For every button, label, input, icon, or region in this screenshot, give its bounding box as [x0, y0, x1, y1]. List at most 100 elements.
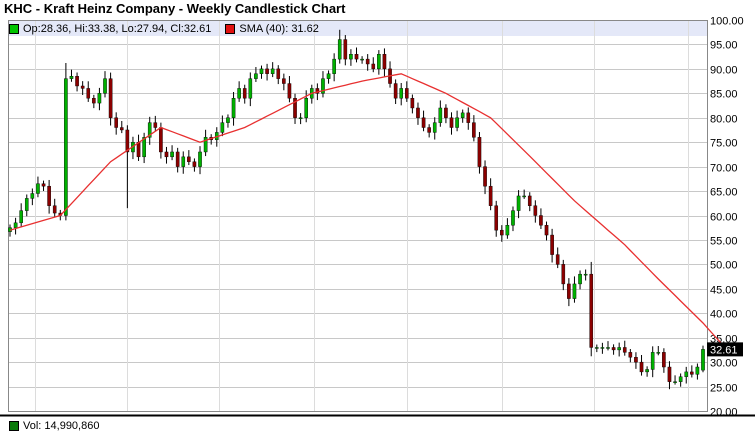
y-tick-label: 95.00 — [710, 40, 738, 52]
last-price-badge — [707, 342, 743, 357]
candle-down — [567, 283, 571, 299]
candle-down — [639, 361, 644, 373]
candle-down — [634, 357, 638, 363]
candle-down — [444, 107, 448, 118]
candle-down — [125, 129, 130, 153]
candle-down — [382, 54, 387, 70]
candle-up — [321, 78, 325, 94]
candle-down — [365, 58, 370, 65]
candle-down — [466, 112, 471, 123]
candle-up — [645, 369, 649, 373]
candle-up — [13, 222, 18, 228]
candle-up — [97, 93, 102, 104]
candle-down — [92, 97, 96, 104]
sma-line — [9, 73, 732, 355]
candle-up — [695, 366, 700, 375]
candle-up — [270, 68, 275, 74]
candle-down — [136, 141, 141, 158]
candle-up — [600, 347, 605, 349]
candle-up — [30, 193, 35, 199]
candle-down — [622, 347, 627, 353]
chart-title: KHC - Kraft Heinz Company - Weekly Candl… — [4, 1, 346, 16]
candle-up — [304, 97, 309, 118]
sma-swatch — [225, 23, 236, 34]
candle-down — [589, 273, 594, 348]
candle-down — [343, 39, 348, 60]
candle-up — [254, 73, 258, 79]
candle-up — [516, 195, 521, 211]
candle-up — [522, 195, 526, 198]
candle-up — [103, 78, 107, 94]
candle-up — [326, 73, 331, 79]
y-tick-label: 70.00 — [710, 163, 738, 175]
y-tick-label: 55.00 — [710, 236, 738, 248]
candle-down — [550, 234, 554, 255]
candle-up — [460, 112, 465, 118]
candle-up — [377, 54, 381, 70]
candle-up — [36, 183, 40, 194]
y-tick-label: 60.00 — [710, 212, 738, 224]
candle-up — [438, 107, 443, 123]
candle-down — [533, 205, 538, 216]
candle-up — [572, 283, 577, 299]
candle-down — [371, 63, 376, 70]
candle-up — [220, 122, 225, 133]
candle-up — [349, 54, 353, 60]
price-legend: Op:28.36, Hi:33.38, Lo:27.94, Cl:32.61 S… — [9, 22, 319, 35]
candle-up — [298, 117, 303, 119]
candle-down — [555, 254, 560, 265]
candle-up — [64, 78, 68, 216]
candle-down — [393, 83, 398, 99]
candle-up — [684, 371, 689, 377]
volume-swatch — [9, 420, 19, 431]
candle-up — [455, 117, 459, 128]
candle-up — [399, 88, 404, 99]
candle-down — [108, 78, 113, 118]
candle-down — [662, 352, 666, 368]
candle-down — [187, 156, 191, 162]
candle-down — [75, 76, 79, 87]
candle-up — [203, 137, 208, 153]
y-tick-label: 65.00 — [710, 187, 738, 199]
candle-up — [617, 347, 621, 351]
y-tick-label: 40.00 — [710, 309, 738, 321]
ohlc-swatch — [9, 23, 19, 34]
y-tick-label: 75.00 — [710, 138, 738, 150]
candle-down — [47, 185, 51, 206]
candle-up — [237, 88, 241, 99]
y-tick-label: 80.00 — [710, 114, 738, 126]
candle-down — [488, 185, 493, 206]
candle-down — [41, 183, 46, 187]
candle-down — [80, 85, 85, 89]
volume-legend-text: Vol: 14,990,860 — [23, 419, 100, 432]
ohlc-legend-text: Op:28.36, Hi:33.38, Lo:27.94, Cl:32.61 — [23, 22, 212, 35]
candle-down — [153, 122, 158, 128]
y-tick-label: 30.00 — [710, 358, 738, 370]
candle-up — [142, 137, 146, 158]
candle-down — [500, 229, 504, 236]
candle-down — [483, 166, 487, 187]
candle-up — [332, 58, 336, 74]
candle-up — [678, 376, 683, 382]
candle-down — [52, 205, 57, 214]
candle-up — [337, 39, 342, 60]
candle-down — [449, 117, 454, 128]
candle-up — [360, 58, 364, 61]
candle-up — [231, 97, 236, 118]
candle-up — [248, 78, 253, 99]
candle-up — [583, 273, 588, 276]
candle-up — [511, 210, 515, 226]
candle-up — [650, 352, 655, 370]
legend-band — [8, 21, 707, 36]
candle-up — [432, 122, 437, 133]
candle-down — [276, 68, 281, 79]
candle-down — [293, 97, 297, 118]
candle-down — [164, 151, 169, 158]
candle-down — [119, 127, 124, 131]
candle-down — [86, 88, 91, 99]
candle-down — [690, 371, 694, 375]
candle-down — [472, 122, 476, 138]
candle-up — [181, 156, 186, 167]
candle-down — [477, 137, 482, 167]
